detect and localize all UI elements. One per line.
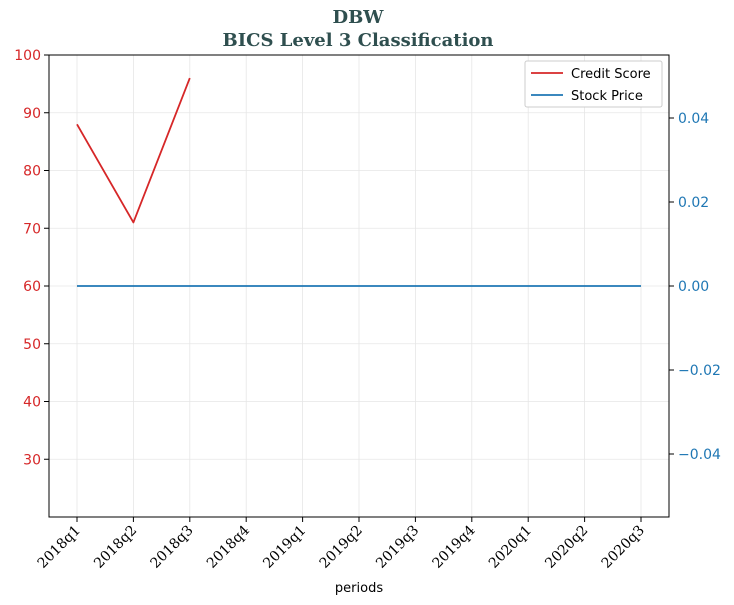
legend-label: Stock Price bbox=[571, 89, 643, 104]
x-tick-label: 2018q3 bbox=[147, 523, 196, 572]
chart-subtitle: BICS Level 3 Classification bbox=[222, 30, 493, 51]
y-right-tick-label: 0.02 bbox=[678, 195, 709, 211]
series-layer bbox=[76, 77, 641, 287]
x-tick-label: 2020q3 bbox=[599, 523, 648, 572]
x-tick-label: 2018q1 bbox=[35, 523, 84, 572]
chart-title: DBW bbox=[332, 7, 384, 28]
y-left-tick-label: 60 bbox=[23, 279, 41, 295]
x-tick-label: 2018q4 bbox=[204, 522, 253, 571]
x-tick-label: 2019q1 bbox=[260, 523, 309, 572]
series-line-credit-score bbox=[76, 77, 191, 224]
y-left-tick-label: 50 bbox=[23, 337, 41, 353]
x-tick-label: 2019q2 bbox=[317, 523, 366, 572]
y-left-tick-label: 80 bbox=[23, 164, 41, 180]
y-left-tick-label: 30 bbox=[23, 452, 41, 468]
y-left-tick-label: 100 bbox=[14, 48, 41, 64]
y-right-tick-label: 0.00 bbox=[678, 279, 709, 295]
x-tick-label: 2018q2 bbox=[91, 523, 140, 572]
legend: Credit Score Stock Price bbox=[524, 60, 663, 108]
x-axis-label: periods bbox=[335, 581, 383, 596]
y-right-tick-label: −0.02 bbox=[678, 363, 721, 379]
x-tick-label: 2019q4 bbox=[429, 522, 478, 571]
ticks: 2018q1 2018q2 2018q3 2018q4 2019q1 2019q2 2019… bbox=[14, 48, 721, 572]
x-tick-label: 2020q1 bbox=[486, 523, 535, 572]
y-left-tick-label: 90 bbox=[23, 106, 41, 122]
grid bbox=[49, 54, 669, 517]
x-tick-label: 2020q2 bbox=[542, 523, 591, 572]
y-right-tick-label: 0.04 bbox=[678, 111, 709, 127]
legend-label: Credit Score bbox=[571, 67, 651, 82]
y-left-tick-label: 40 bbox=[23, 395, 41, 411]
y-right-tick-label: −0.04 bbox=[678, 447, 721, 463]
x-tick-label: 2019q3 bbox=[373, 523, 422, 572]
y-left-tick-label: 70 bbox=[23, 221, 41, 237]
